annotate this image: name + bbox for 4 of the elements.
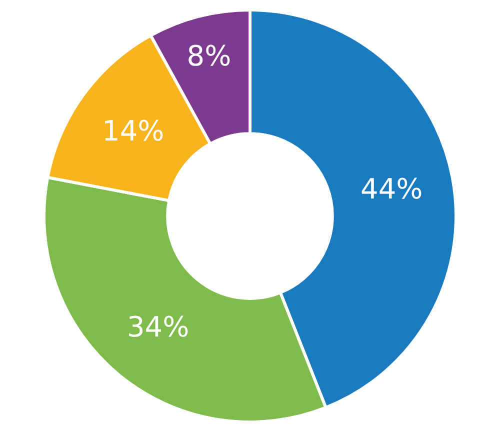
data-label: 34% [126, 310, 190, 344]
data-label: 14% [102, 114, 164, 148]
data-label: 8% [186, 40, 232, 73]
data-label: 44% [360, 172, 423, 206]
